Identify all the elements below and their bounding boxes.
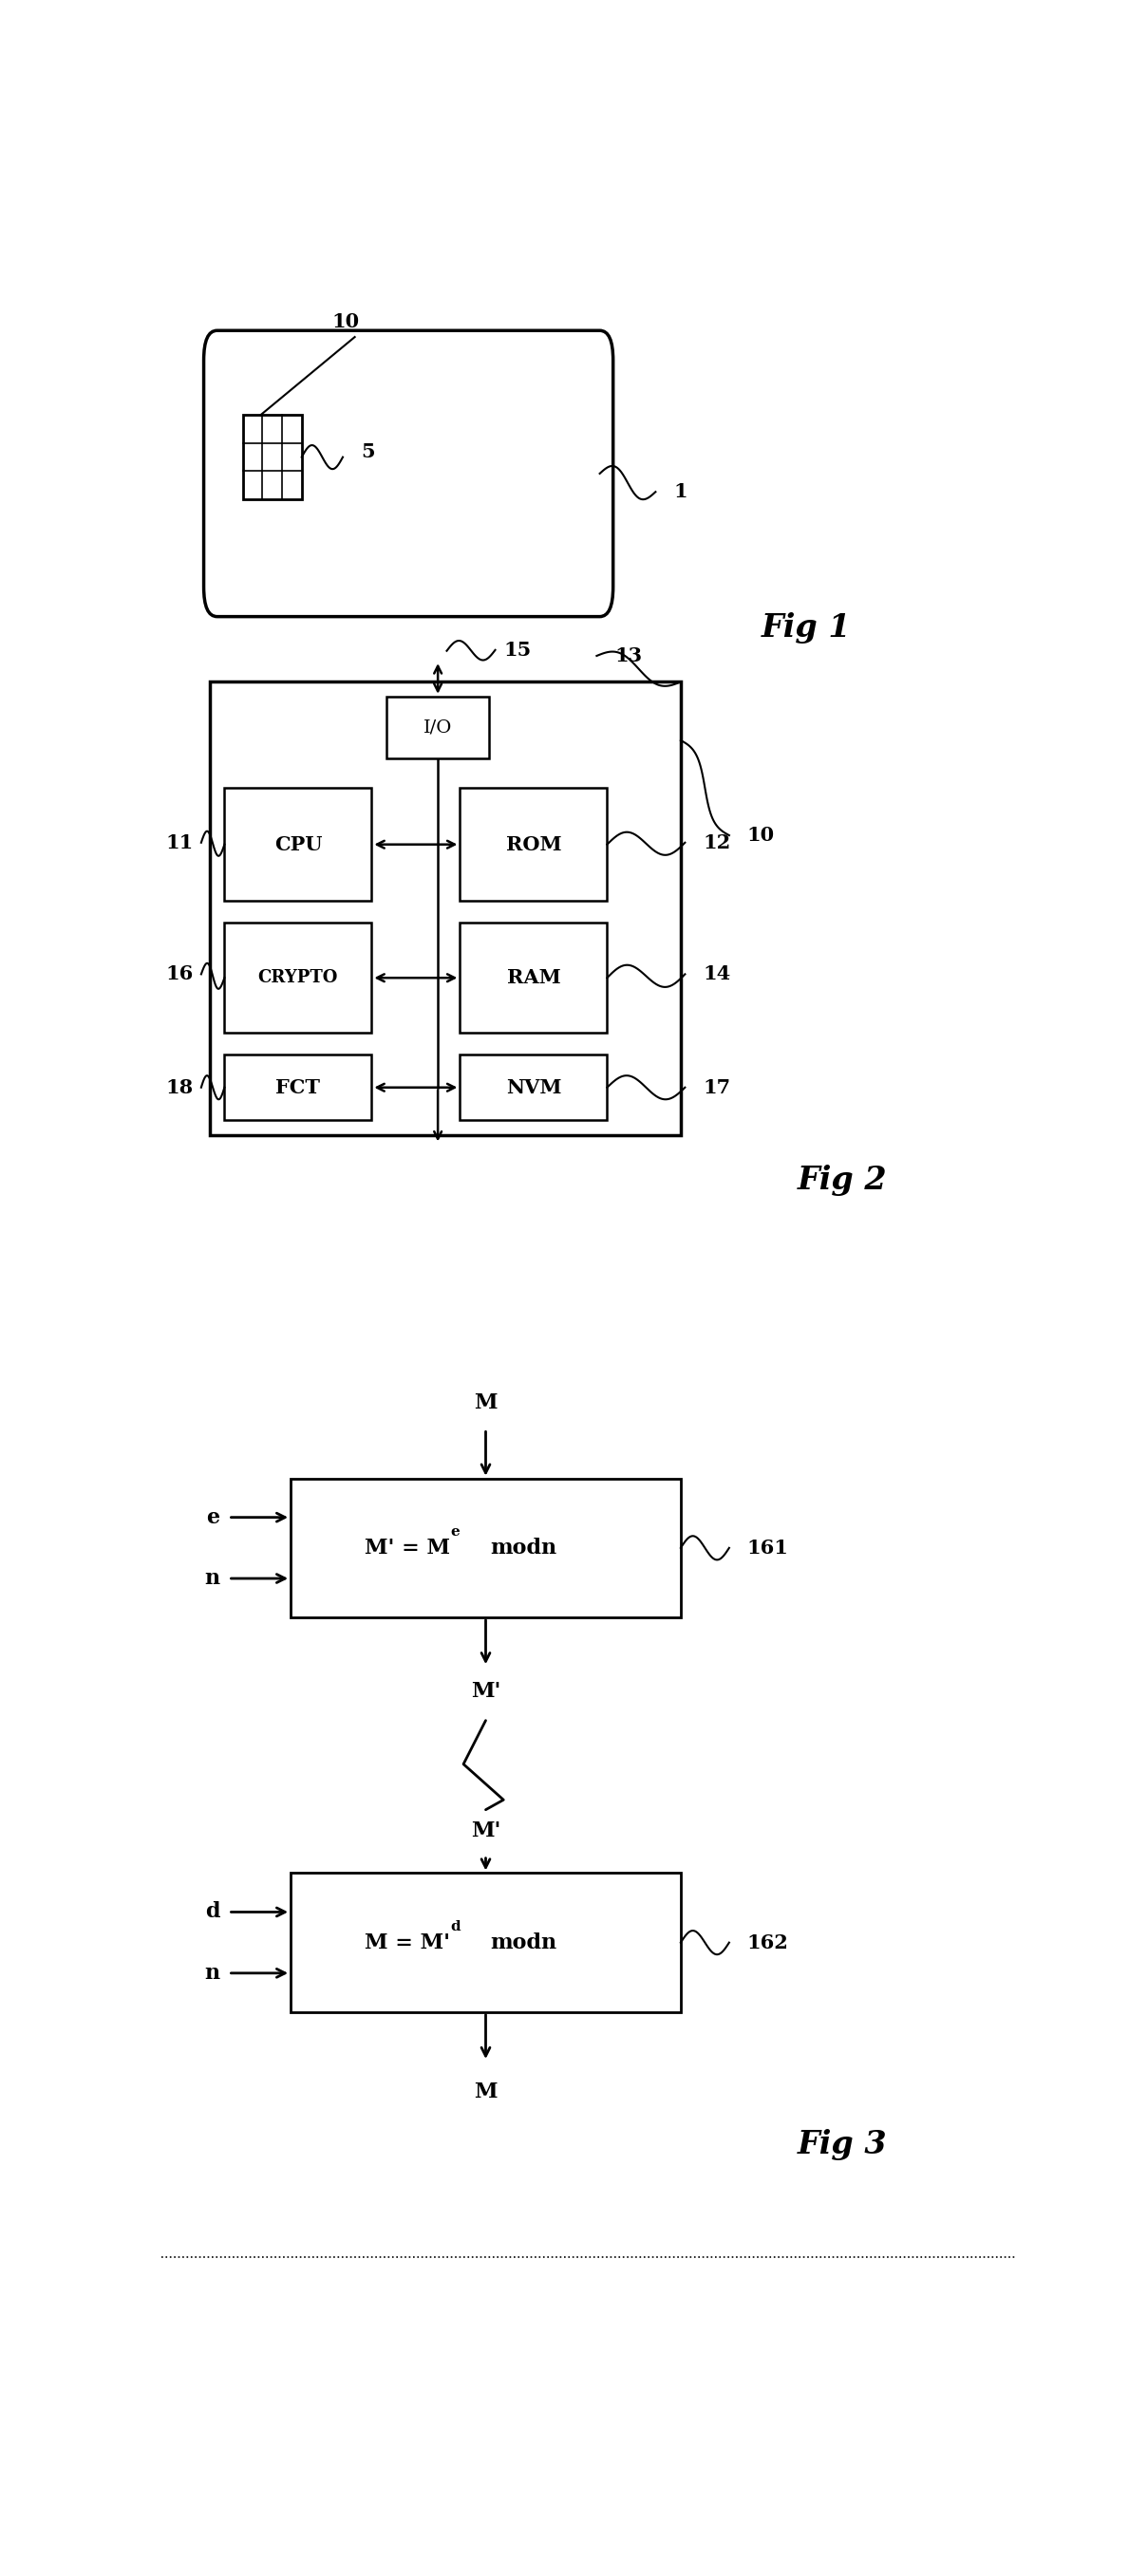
Text: 13: 13 bbox=[614, 647, 642, 665]
Bar bbox=[243, 415, 302, 500]
Text: M = M': M = M' bbox=[365, 1932, 450, 1953]
Text: 1: 1 bbox=[674, 482, 688, 502]
Text: NVM: NVM bbox=[506, 1077, 561, 1097]
Text: FCT: FCT bbox=[276, 1077, 320, 1097]
Bar bbox=[460, 922, 607, 1033]
Text: 15: 15 bbox=[504, 641, 532, 659]
Text: 10: 10 bbox=[747, 827, 775, 845]
Text: d: d bbox=[204, 1901, 219, 1922]
Text: RAM: RAM bbox=[506, 969, 560, 987]
Bar bbox=[225, 922, 372, 1033]
Text: I/O: I/O bbox=[424, 719, 452, 737]
Text: 5: 5 bbox=[360, 443, 374, 461]
Bar bbox=[290, 1873, 681, 2012]
Text: 10: 10 bbox=[332, 312, 359, 332]
Text: M: M bbox=[474, 1391, 497, 1414]
Text: M': M' bbox=[471, 1680, 501, 1703]
Text: modn: modn bbox=[490, 1932, 557, 1953]
Text: 162: 162 bbox=[747, 1932, 789, 1953]
Text: e: e bbox=[450, 1525, 459, 1538]
Text: 14: 14 bbox=[703, 963, 730, 984]
Text: 11: 11 bbox=[165, 832, 193, 853]
Bar bbox=[460, 788, 607, 902]
Bar bbox=[210, 683, 681, 1136]
Text: M': M' bbox=[471, 1821, 501, 1842]
Text: Fig 3: Fig 3 bbox=[798, 2128, 887, 2161]
Text: n: n bbox=[204, 1569, 219, 1589]
Text: 12: 12 bbox=[703, 832, 730, 853]
Text: modn: modn bbox=[490, 1538, 557, 1558]
Text: Fig 2: Fig 2 bbox=[798, 1164, 887, 1195]
Text: CRYPTO: CRYPTO bbox=[258, 969, 339, 987]
Text: CPU: CPU bbox=[274, 835, 323, 855]
Text: 18: 18 bbox=[165, 1077, 193, 1097]
Bar bbox=[290, 1479, 681, 1618]
Bar bbox=[225, 1054, 372, 1121]
Text: Fig 1: Fig 1 bbox=[761, 613, 851, 644]
Text: d: d bbox=[450, 1919, 460, 1935]
Bar bbox=[387, 696, 489, 757]
Text: 161: 161 bbox=[747, 1538, 789, 1558]
Text: ROM: ROM bbox=[505, 835, 561, 855]
Text: 17: 17 bbox=[703, 1077, 730, 1097]
Text: 16: 16 bbox=[165, 963, 193, 984]
Text: M' = M: M' = M bbox=[365, 1538, 450, 1558]
Text: e: e bbox=[207, 1507, 219, 1528]
Text: n: n bbox=[204, 1963, 219, 1984]
Bar bbox=[460, 1054, 607, 1121]
Text: M: M bbox=[474, 2081, 497, 2102]
FancyBboxPatch shape bbox=[203, 330, 613, 616]
Bar bbox=[225, 788, 372, 902]
